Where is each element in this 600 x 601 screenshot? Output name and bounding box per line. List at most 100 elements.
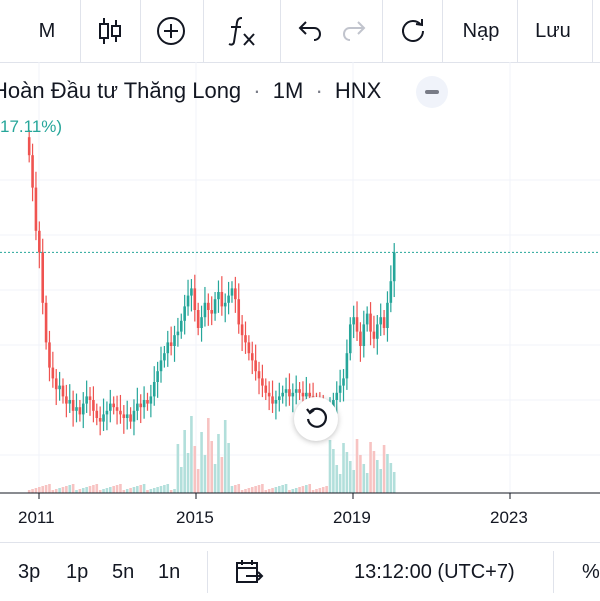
- candles-icon: [99, 18, 121, 44]
- volume-bar: [362, 464, 366, 493]
- candle-body: [68, 400, 72, 404]
- candle-body: [308, 392, 312, 397]
- volume-bar: [179, 467, 183, 493]
- range-3p-button[interactable]: 3p: [18, 543, 40, 601]
- volume-bar: [227, 443, 230, 493]
- volume-bar: [352, 470, 355, 493]
- candle-body: [200, 317, 203, 328]
- toolbar-divider: [517, 0, 518, 62]
- candle-body: [220, 292, 224, 307]
- volume-bar: [223, 420, 227, 493]
- volume-bar: [200, 432, 203, 493]
- volume-bar: [149, 489, 153, 493]
- volume-bar: [348, 461, 352, 493]
- candle-body: [244, 335, 247, 343]
- load-button[interactable]: Nạp: [450, 0, 512, 62]
- volume-bar: [217, 434, 220, 493]
- volume-bar: [207, 418, 210, 493]
- volume-bar: [186, 453, 190, 493]
- candle-body: [139, 403, 143, 408]
- refresh-icon: [402, 19, 424, 42]
- toolbar-divider: [140, 0, 141, 62]
- candle-body: [261, 378, 264, 386]
- candle-body: [48, 342, 51, 368]
- candle-body: [44, 302, 48, 343]
- candle-body: [250, 353, 254, 361]
- volume-bar: [38, 487, 41, 493]
- range-1n-button[interactable]: 1n: [158, 543, 180, 601]
- range-label: 3p: [18, 560, 41, 583]
- candle-body: [247, 342, 251, 354]
- candle-body: [122, 414, 126, 418]
- volume-bar: [308, 484, 312, 493]
- volume-bar: [169, 490, 173, 493]
- symbol-title: Hoàn Đầu tư Thăng Long: [0, 78, 242, 103]
- volume-bar: [305, 485, 308, 493]
- legend-exchange: HNX: [334, 78, 382, 103]
- candle-body: [85, 396, 88, 404]
- volume-bar: [78, 489, 82, 493]
- volume-bar: [264, 490, 268, 493]
- chart-legend: Hoàn Đầu tư Thăng Long · 1M · HNX: [0, 78, 381, 104]
- candle-body: [348, 324, 352, 354]
- volume-bar: [119, 484, 122, 493]
- candle-body: [355, 317, 359, 332]
- volume-bar: [95, 484, 99, 493]
- volume-bar: [61, 487, 65, 493]
- volume-bar: [193, 446, 197, 493]
- volume-bar: [321, 487, 325, 493]
- volume-bar: [183, 430, 186, 493]
- timezone-button[interactable]: 13:12:00 (UTC+7): [354, 543, 515, 601]
- candle-body: [234, 288, 237, 300]
- redo-button[interactable]: [334, 0, 374, 62]
- volume-bar: [311, 490, 315, 493]
- go-to-date-button[interactable]: [234, 543, 264, 601]
- candle-body: [301, 392, 305, 397]
- volume-bar: [44, 485, 48, 493]
- candle-body: [267, 392, 271, 397]
- chart-type-button[interactable]: [86, 0, 134, 62]
- candle-body: [210, 310, 213, 314]
- volume-bar: [382, 445, 386, 493]
- volume-bar: [190, 416, 193, 493]
- range-1p-button[interactable]: 1p: [66, 543, 88, 601]
- add-indicator-button[interactable]: [146, 0, 196, 62]
- candle-body: [78, 407, 82, 415]
- candle-body: [119, 410, 122, 415]
- legend-collapse-button[interactable]: [416, 76, 448, 108]
- undo-button[interactable]: [290, 0, 330, 62]
- volume-bar: [105, 488, 109, 493]
- candle-body: [359, 331, 362, 346]
- volume-bar: [146, 490, 149, 493]
- candle-body: [31, 155, 34, 188]
- candle-body: [179, 320, 183, 332]
- candle-body: [230, 288, 234, 296]
- volume-bar: [355, 439, 359, 493]
- save-button[interactable]: Lưu: [524, 0, 582, 62]
- candle-body: [75, 407, 78, 411]
- indicators-button[interactable]: [212, 0, 272, 62]
- interval-button[interactable]: M: [22, 0, 72, 62]
- refresh-button[interactable]: [390, 0, 436, 62]
- percent-scale-button[interactable]: %: [582, 543, 600, 601]
- volume-bar: [196, 469, 200, 493]
- range-5n-button[interactable]: 5n: [112, 543, 134, 601]
- volume-bar: [294, 488, 298, 493]
- candle-body: [213, 299, 217, 314]
- reset-chart-button[interactable]: [294, 397, 338, 441]
- candle-body: [365, 313, 369, 325]
- toolbar-divider: [592, 0, 593, 62]
- volume-bar: [261, 484, 264, 493]
- bottombar-divider: [207, 551, 208, 593]
- volume-bar: [41, 486, 45, 493]
- volume-bar: [267, 489, 271, 493]
- volume-bar: [389, 463, 393, 493]
- candle-body: [298, 389, 301, 393]
- legend-separator: ·: [315, 78, 323, 103]
- change-percent: 17.11%): [0, 117, 63, 136]
- undo-icon: [298, 21, 322, 41]
- volume-bar: [88, 486, 92, 493]
- candle-body: [71, 400, 75, 411]
- candle-body: [254, 360, 257, 372]
